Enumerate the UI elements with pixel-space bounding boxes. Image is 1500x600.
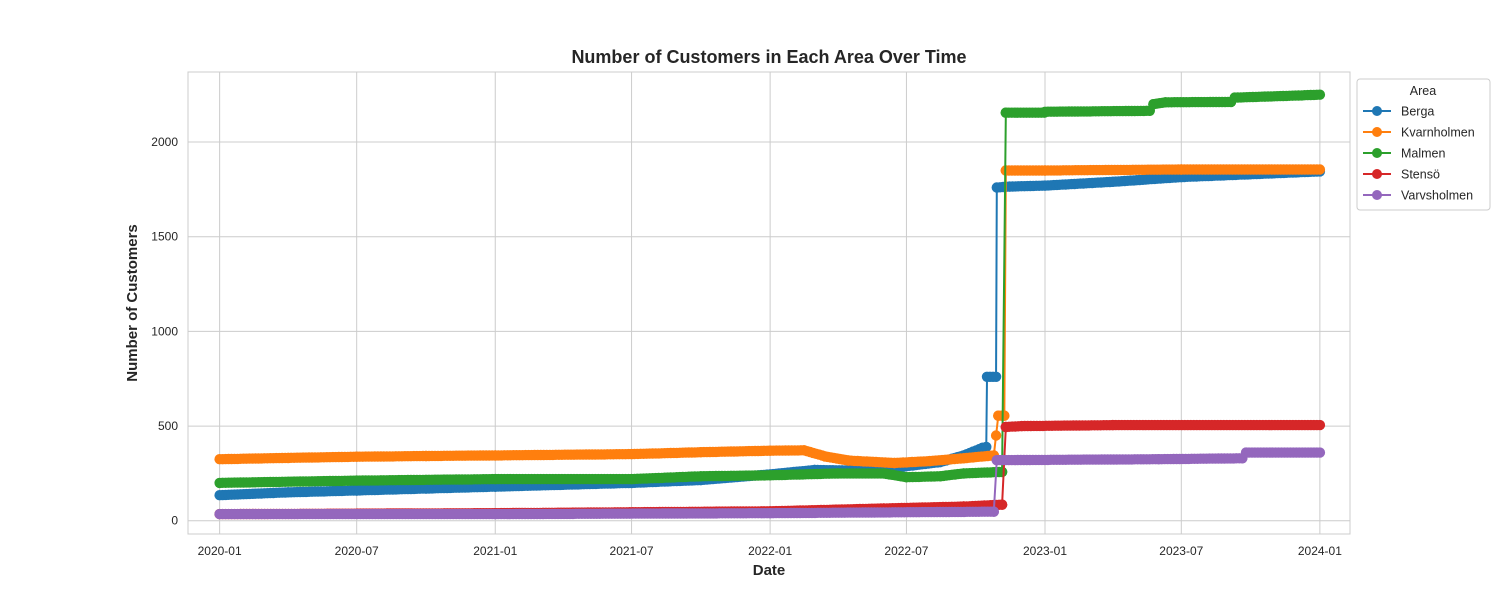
y-tick-label: 500	[158, 419, 178, 433]
data-point	[981, 441, 992, 453]
series-malmen	[214, 89, 1326, 489]
legend-marker	[1372, 127, 1382, 137]
data-point	[1314, 447, 1326, 458]
x-tick-label: 2021-01	[473, 544, 517, 558]
y-axis-label: Number of Customers	[124, 224, 141, 382]
x-tick-label: 2020-01	[198, 544, 242, 558]
legend: Area Berga Kvarnholmen Malmen Stensö Varvsho…	[1356, 78, 1491, 211]
y-tick-label: 2000	[151, 135, 178, 149]
data-point	[999, 410, 1010, 421]
legend-marker	[1372, 190, 1382, 200]
data-point	[996, 499, 1008, 510]
data-point	[990, 371, 1002, 382]
legend-label: Varvsholmen	[1401, 189, 1473, 203]
legend-entry: Varvsholmen	[1363, 189, 1473, 203]
series-varvsholmen	[214, 447, 1326, 520]
chart-title: Number of Customers in Each Area Over Ti…	[571, 47, 966, 67]
legend-entry: Malmen	[1363, 147, 1446, 161]
data-point	[1314, 164, 1326, 175]
y-tick-label: 0	[171, 514, 178, 528]
series-lines	[214, 89, 1326, 520]
legend-entry: Berga	[1363, 105, 1434, 119]
data-point	[1314, 89, 1326, 100]
x-tick-label: 2024-01	[1298, 544, 1342, 558]
y-tick-label: 1000	[151, 324, 178, 338]
legend-label: Stensö	[1401, 168, 1440, 182]
data-point	[996, 466, 1008, 478]
x-tick-label: 2022-07	[884, 544, 928, 558]
data-point	[990, 430, 1002, 441]
x-tick-label: 2022-01	[748, 544, 792, 558]
plot-area	[188, 72, 1350, 534]
legend-items: Berga Kvarnholmen Malmen Stensö Varvsholmen	[1363, 105, 1475, 203]
x-tick-label: 2020-07	[335, 544, 379, 558]
legend-label: Malmen	[1401, 147, 1446, 161]
legend-marker	[1372, 148, 1382, 158]
legend-marker	[1372, 106, 1382, 116]
x-axis-label: Date	[753, 562, 786, 579]
legend-label: Kvarnholmen	[1401, 126, 1475, 140]
x-tick-label: 2023-07	[1159, 544, 1203, 558]
data-point	[1314, 419, 1326, 431]
legend-entry: Stensö	[1363, 168, 1440, 182]
tick-labels: 2020-01 2020-07 2021-01 2021-07 2022-01 2022-…	[151, 135, 1342, 558]
legend-label: Berga	[1401, 105, 1434, 119]
plot-frame	[187, 71, 1351, 535]
x-tick-label: 2023-01	[1023, 544, 1067, 558]
legend-entry: Kvarnholmen	[1363, 126, 1475, 140]
legend-marker	[1372, 169, 1382, 179]
data-point	[988, 506, 999, 517]
y-tick-label: 1500	[151, 230, 178, 244]
x-tick-label: 2021-07	[610, 544, 654, 558]
legend-title: Area	[1410, 84, 1436, 98]
